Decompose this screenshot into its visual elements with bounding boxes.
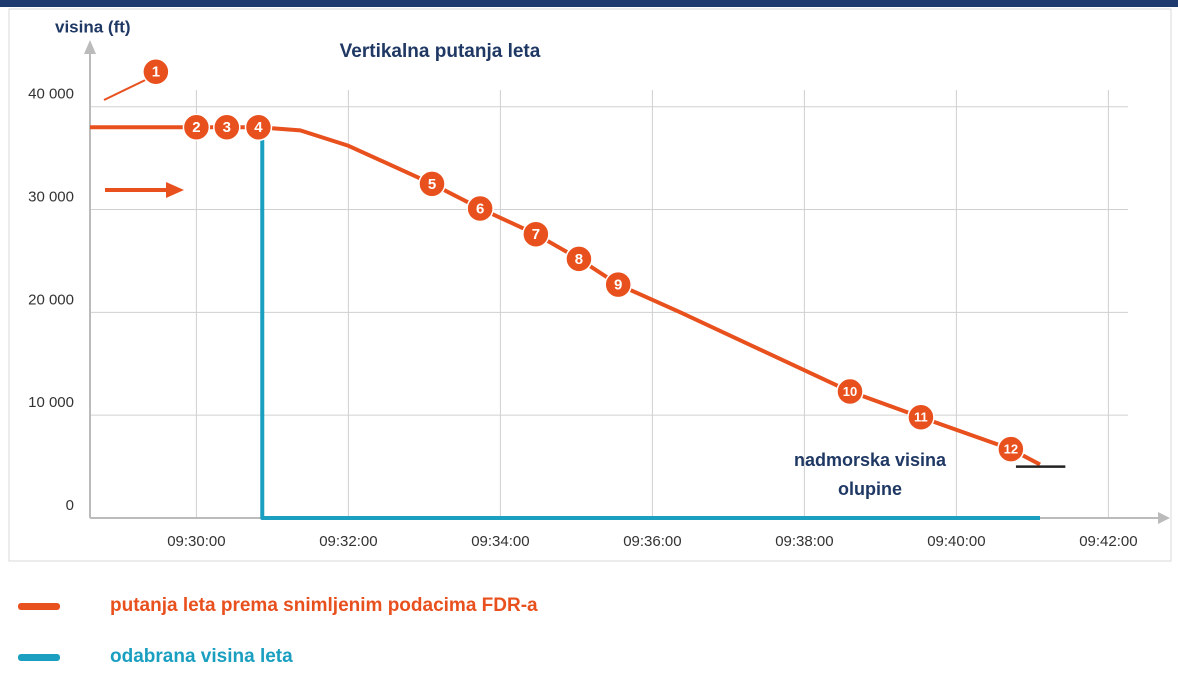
marker-pointer xyxy=(103,78,147,101)
x-tick-label: 09:36:00 xyxy=(623,533,681,550)
y-tick-label: 20 000 xyxy=(28,291,74,308)
event-marker xyxy=(565,245,593,273)
event-marker xyxy=(522,220,550,248)
legend-swatch xyxy=(18,603,60,610)
series-line xyxy=(260,127,1040,520)
y-tick-label: 10 000 xyxy=(28,394,74,411)
event-marker-label: 2 xyxy=(192,119,200,136)
event-marker-label: 8 xyxy=(575,251,583,268)
event-marker-label: 5 xyxy=(428,176,436,193)
chart-title: Vertikalna putanja leta xyxy=(340,41,541,62)
x-tick-label: 09:42:00 xyxy=(1079,533,1137,550)
x-tick-label: 09:38:00 xyxy=(775,533,833,550)
y-tick-label: 40 000 xyxy=(28,86,74,103)
event-marker xyxy=(244,113,273,142)
event-marker xyxy=(997,435,1025,463)
event-marker-label: 9 xyxy=(614,277,622,294)
legend-label: putanja leta prema snimljenim podacima F… xyxy=(110,595,538,616)
event-marker xyxy=(907,403,935,431)
y-tick-label: 0 xyxy=(66,497,74,514)
event-marker-label: 4 xyxy=(254,119,263,136)
event-marker-label: 12 xyxy=(1004,442,1018,457)
legend-swatch xyxy=(18,654,60,661)
y-axis-label: visina (ft) xyxy=(55,17,131,36)
event-marker-label: 6 xyxy=(476,200,484,217)
event-marker xyxy=(182,113,211,142)
legend-label: odabrana visina leta xyxy=(110,646,293,667)
x-tick-label: 09:34:00 xyxy=(471,533,529,550)
header-strip xyxy=(0,0,1178,7)
direction-arrowhead xyxy=(166,182,184,198)
y-tick-label: 30 000 xyxy=(28,188,74,205)
event-marker-label: 11 xyxy=(914,410,928,425)
event-marker xyxy=(213,113,241,142)
wreck-label: olupine xyxy=(838,479,902,499)
y-axis-arrow xyxy=(84,40,96,54)
event-marker xyxy=(418,170,446,198)
event-marker xyxy=(836,377,864,406)
x-tick-label: 09:30:00 xyxy=(167,533,225,550)
event-marker-label: 7 xyxy=(532,226,540,243)
event-marker-label: 3 xyxy=(223,119,231,136)
event-marker xyxy=(604,270,632,299)
x-tick-label: 09:32:00 xyxy=(319,533,377,550)
event-marker-label: 10 xyxy=(843,384,857,399)
event-marker xyxy=(142,57,170,86)
plot-frame xyxy=(8,8,1172,562)
x-tick-label: 09:40:00 xyxy=(927,533,985,550)
event-marker-label: 1 xyxy=(152,64,160,81)
wreck-label: nadmorska visina xyxy=(794,450,947,470)
event-marker xyxy=(466,194,494,223)
x-axis-arrow xyxy=(1158,512,1170,524)
